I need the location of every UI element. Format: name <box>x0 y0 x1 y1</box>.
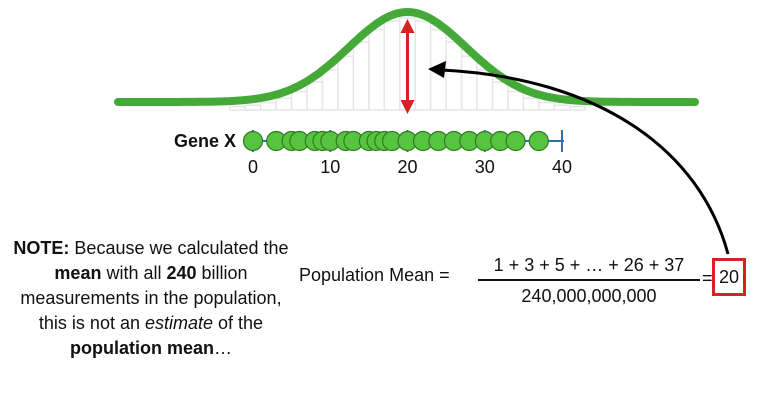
fraction: 1 + 3 + 5 + … + 26 + 37 240,000,000,000 <box>478 254 700 307</box>
pointer-arrow <box>441 68 730 255</box>
histogram-bars <box>229 17 586 111</box>
histogram-bar <box>460 55 478 111</box>
mean-arrow <box>400 19 415 114</box>
pointer-arrowhead <box>428 61 446 78</box>
histogram-bar <box>553 104 571 111</box>
axis-tick-label: 0 <box>248 157 258 177</box>
histogram-bar <box>244 104 262 111</box>
histogram-bar <box>290 90 308 111</box>
note-population-mean-word: population mean <box>70 338 214 358</box>
histogram-bar <box>352 41 370 111</box>
result-box: 20 <box>712 258 746 296</box>
data-dot <box>505 130 526 152</box>
histogram-bar <box>321 69 339 111</box>
note-text-2: with all <box>101 263 167 283</box>
note-text-3: billion measurements in the population, … <box>20 263 282 333</box>
note-text: NOTE: Because we calculated the mean wit… <box>8 236 294 361</box>
histogram-bar <box>368 28 386 111</box>
histogram-bar <box>306 81 324 111</box>
histogram-bar <box>507 90 525 111</box>
histogram-bar <box>229 105 247 111</box>
fraction-bar <box>478 279 700 281</box>
result-value: 20 <box>718 266 740 287</box>
axis-tick-label: 30 <box>475 157 495 177</box>
axis-tick-label: 10 <box>320 157 340 177</box>
equals-sign: = <box>702 268 713 288</box>
note-estimate-word: estimate <box>144 313 214 333</box>
histogram-bar <box>275 97 293 111</box>
population-mean-label: Population Mean = <box>299 265 450 285</box>
axis-tick-label: 40 <box>552 157 572 177</box>
data-dot <box>528 130 549 152</box>
histogram-bar <box>337 55 355 111</box>
note-mean-word: mean <box>54 263 102 283</box>
note-count: 240 <box>166 263 197 283</box>
histogram-bar <box>414 20 432 111</box>
histogram-bar <box>259 101 277 111</box>
note-text-1: Because we calculated the <box>69 238 289 258</box>
histogram-bar <box>383 20 401 111</box>
fraction-numerator: 1 + 3 + 5 + … + 26 + 37 <box>493 255 685 275</box>
axis-tick-label: 20 <box>397 157 417 177</box>
histogram-bar <box>445 41 463 111</box>
data-dots <box>242 130 549 152</box>
histogram-bar <box>491 81 509 111</box>
note-text-5: … <box>214 338 232 358</box>
note-text-4: of the <box>213 313 264 333</box>
mean-arrow-head-top <box>400 19 415 33</box>
fraction-denominator: 240,000,000,000 <box>521 286 657 306</box>
mean-arrow-head-bottom <box>400 100 415 114</box>
data-dot <box>242 130 264 152</box>
histogram-bar <box>522 97 540 111</box>
gene-label: Gene X <box>174 131 236 151</box>
note-lead: NOTE: <box>13 238 70 258</box>
histogram-bar <box>538 101 555 111</box>
histogram-bar <box>568 105 586 111</box>
